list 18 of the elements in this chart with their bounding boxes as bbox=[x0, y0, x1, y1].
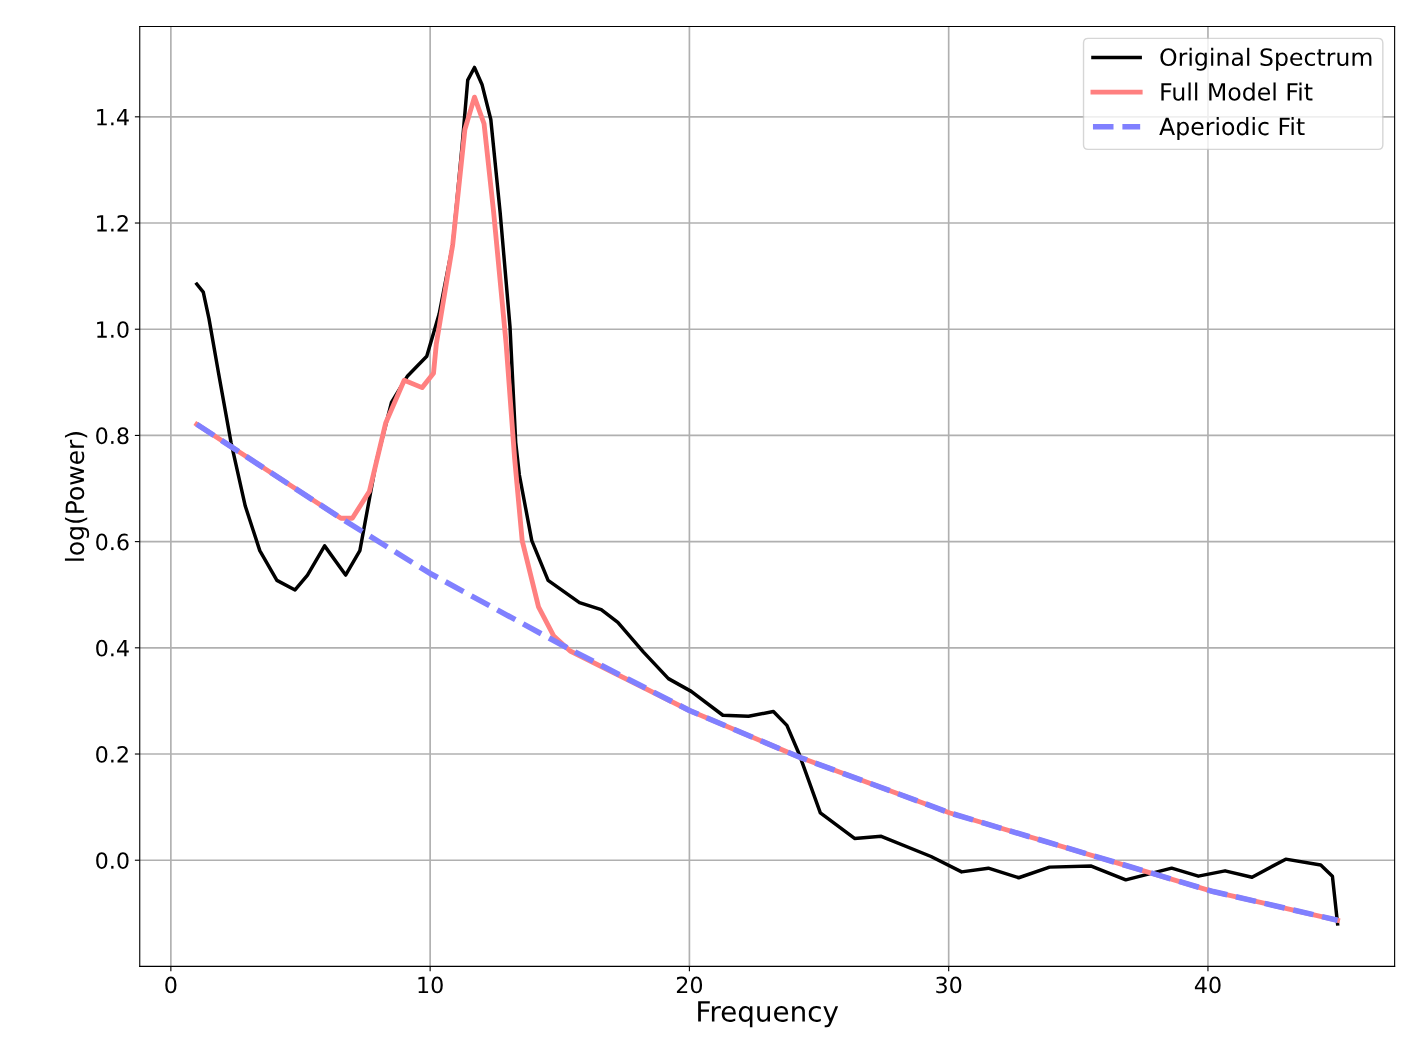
x-tick-label: 20 bbox=[676, 976, 703, 994]
y-axis-title: log(Power) bbox=[64, 432, 90, 561]
legend-label: Aperiodic Fit bbox=[1159, 117, 1305, 140]
legend-label: Full Model Fit bbox=[1161, 82, 1313, 101]
y-tick-label: 1.2 bbox=[97, 214, 128, 232]
y-tick-label: 0.8 bbox=[96, 427, 129, 445]
x-tick-label: 40 bbox=[1194, 976, 1221, 994]
y-tick-label: 0.0 bbox=[96, 852, 129, 869]
x-tick-label: 0 bbox=[165, 976, 177, 994]
y-tick-label: 1.0 bbox=[97, 321, 129, 338]
legend-label: Original Spectrum bbox=[1160, 47, 1372, 71]
x-axis-title: Frequency bbox=[698, 1001, 839, 1028]
x-tick-label: 30 bbox=[936, 976, 962, 994]
y-tick-label: 1.4 bbox=[97, 109, 129, 126]
y-tick-label: 0.2 bbox=[96, 745, 128, 763]
x-tick-label: 10 bbox=[418, 976, 443, 994]
y-tick-label: 0.4 bbox=[96, 639, 129, 657]
y-tick-label: 0.6 bbox=[96, 533, 129, 551]
